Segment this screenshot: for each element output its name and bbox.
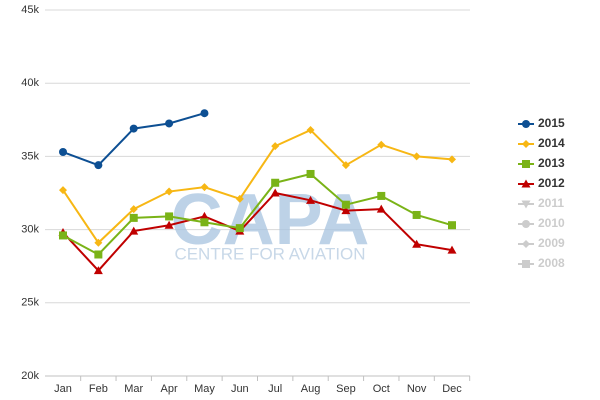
marker — [94, 238, 103, 247]
y-tick-label: 40k — [21, 77, 39, 89]
marker — [376, 204, 386, 213]
series-line — [62, 112, 205, 167]
legend-marker — [522, 140, 530, 148]
marker — [165, 119, 174, 128]
y-tick-label: 35k — [21, 150, 39, 162]
marker — [271, 142, 280, 151]
legend-label[interactable]: 2008 — [538, 256, 565, 270]
x-tick-label: Nov — [407, 383, 427, 395]
marker — [448, 221, 456, 230]
marker — [412, 152, 421, 161]
legend-label[interactable]: 2012 — [538, 176, 565, 190]
marker — [200, 109, 209, 118]
x-tick-label: May — [194, 383, 215, 395]
marker — [165, 212, 174, 221]
legend-label[interactable]: 2013 — [538, 156, 565, 170]
marker — [235, 224, 244, 233]
x-tick-label: Jan — [54, 383, 72, 395]
x-tick-label: Apr — [161, 383, 178, 395]
legend-label[interactable]: 2010 — [538, 216, 565, 230]
legend-marker — [522, 220, 530, 228]
x-tick-label: Mar — [124, 383, 143, 395]
legend-label[interactable]: 2014 — [538, 136, 565, 150]
marker — [306, 126, 315, 135]
marker — [341, 206, 351, 215]
x-tick-label: Jun — [231, 383, 249, 395]
marker — [59, 186, 67, 195]
marker — [377, 191, 386, 200]
marker — [129, 124, 138, 133]
marker — [377, 140, 386, 149]
legend-marker — [522, 120, 530, 128]
y-tick-label: 30k — [21, 224, 39, 236]
marker — [200, 183, 209, 192]
marker — [235, 194, 244, 203]
marker — [165, 187, 174, 196]
y-tick-label: 45k — [21, 4, 39, 16]
marker — [59, 231, 67, 240]
watermark-subtitle: CENTRE FOR AVIATION — [174, 244, 365, 263]
marker — [341, 161, 350, 170]
legend-label[interactable]: 2015 — [538, 116, 565, 130]
legend-marker — [521, 200, 531, 209]
x-tick-label: Dec — [442, 383, 462, 395]
legend-marker — [522, 240, 530, 248]
marker — [448, 155, 456, 164]
y-tick-label: 25k — [21, 297, 39, 309]
marker — [270, 188, 280, 197]
legend-label[interactable]: 2011 — [538, 196, 564, 210]
series-line — [62, 191, 453, 273]
legend-marker — [522, 260, 530, 268]
marker — [306, 169, 315, 178]
legend-marker — [521, 179, 531, 188]
marker — [93, 266, 103, 275]
marker — [94, 250, 103, 259]
marker — [447, 245, 457, 254]
marker — [271, 178, 280, 187]
x-tick-label: Sep — [336, 383, 356, 395]
marker — [94, 161, 103, 170]
marker — [306, 195, 316, 204]
marker — [129, 205, 138, 214]
marker — [200, 218, 209, 227]
marker — [129, 226, 139, 235]
marker — [412, 239, 422, 248]
marker — [199, 211, 209, 220]
x-tick-label: Feb — [89, 383, 108, 395]
series-line — [62, 172, 453, 256]
x-tick-label: Oct — [373, 383, 390, 395]
marker — [341, 200, 350, 209]
marker — [164, 220, 174, 229]
legend-label[interactable]: 2009 — [538, 236, 565, 250]
marker — [412, 210, 421, 219]
y-tick-label: 20k — [21, 370, 39, 382]
x-tick-label: Aug — [301, 383, 321, 395]
legend-marker — [522, 160, 530, 168]
x-tick-label: Jul — [268, 383, 282, 395]
marker — [59, 148, 67, 157]
marker — [129, 213, 138, 222]
series-line — [62, 128, 453, 245]
